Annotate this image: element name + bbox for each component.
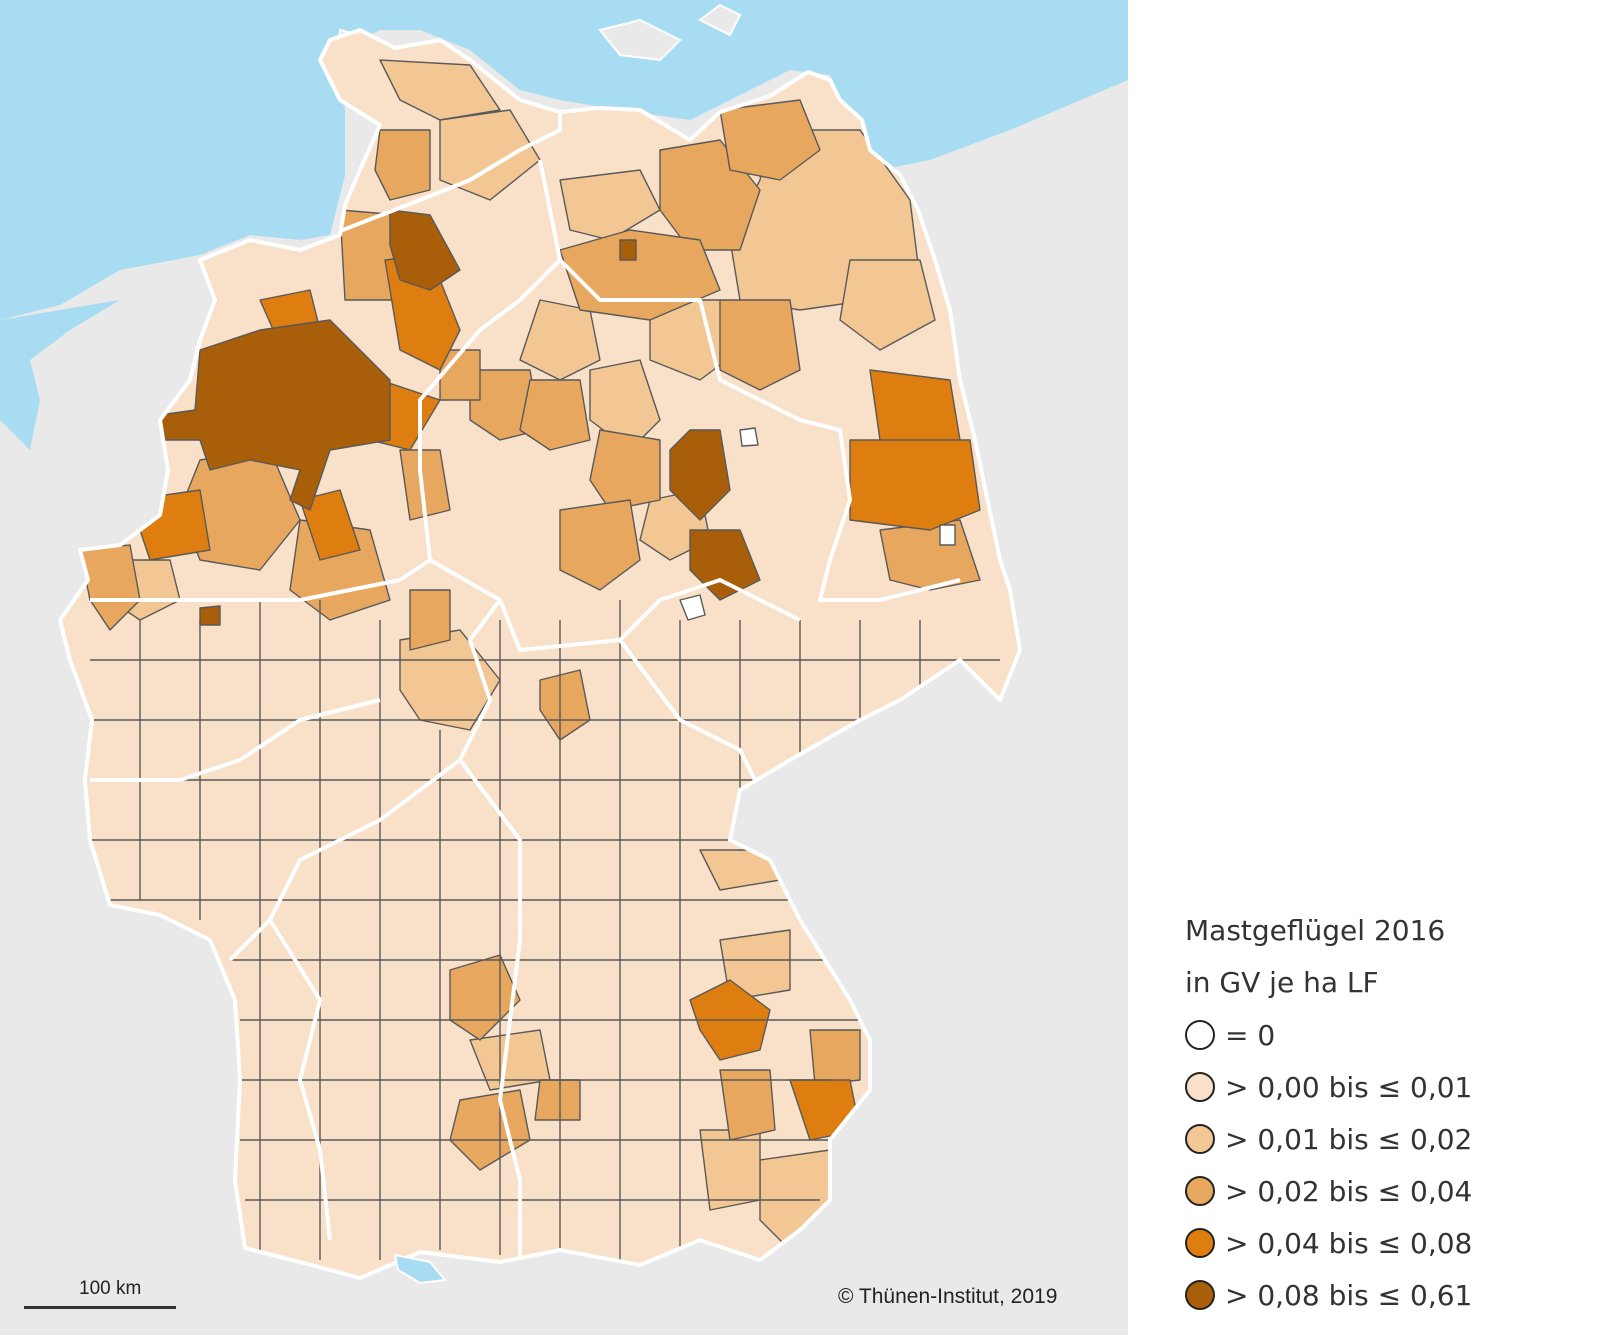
district[interactable] (839, 259, 936, 351)
legend-title: Mastgeflügel 2016 (1185, 914, 1446, 947)
choropleth-map[interactable] (0, 0, 1128, 1335)
district[interactable] (589, 429, 661, 511)
district[interactable] (519, 379, 591, 451)
legend-swatch (1185, 1124, 1215, 1154)
district[interactable] (299, 489, 361, 561)
legend-item: > 0,02 bis ≤ 0,04 (1185, 1165, 1585, 1217)
district[interactable] (679, 594, 706, 621)
district[interactable] (379, 59, 501, 121)
legend-item: > 0,04 bis ≤ 0,08 (1185, 1217, 1585, 1269)
map-panel[interactable]: 100 km © Thünen-Institut, 2019 (0, 0, 1128, 1335)
district[interactable] (719, 299, 801, 391)
legend-item: > 0,08 bis ≤ 0,61 (1185, 1269, 1585, 1321)
copyright-notice: © Thünen-Institut, 2019 (838, 1285, 1058, 1308)
district[interactable] (409, 589, 451, 651)
district[interactable] (719, 1069, 776, 1141)
district[interactable] (849, 439, 981, 531)
legend-item: > 0,00 bis ≤ 0,01 (1185, 1061, 1585, 1113)
scale-bar-label: 100 km (79, 1278, 142, 1299)
district[interactable] (669, 429, 731, 521)
scale-bar: 100 km (24, 1278, 176, 1318)
legend-subtitle: in GV je ha LF (1185, 966, 1379, 999)
district[interactable] (534, 1079, 581, 1121)
legend-item: = 0 (1185, 1009, 1585, 1061)
legend-swatch (1185, 1280, 1215, 1310)
district[interactable] (449, 1089, 531, 1171)
district[interactable] (939, 524, 956, 546)
lake-constance (393, 1253, 447, 1285)
district[interactable] (539, 669, 591, 741)
district[interactable] (439, 109, 541, 201)
district[interactable] (739, 427, 759, 447)
sea (0, 0, 1128, 450)
legend-swatch (1185, 1228, 1215, 1258)
legend-item-label: > 0,01 bis ≤ 0,02 (1225, 1122, 1473, 1156)
district[interactable] (809, 1029, 861, 1086)
district[interactable] (559, 499, 641, 591)
legend-item: > 0,01 bis ≤ 0,02 (1185, 1113, 1585, 1165)
district[interactable] (399, 449, 451, 521)
germany (60, 30, 1020, 1278)
scale-bar-line (24, 1306, 176, 1309)
district[interactable] (719, 929, 791, 1001)
district[interactable] (559, 169, 661, 241)
germany-outline (58, 28, 1022, 1280)
legend-item-label: = 0 (1225, 1018, 1276, 1052)
district[interactable] (589, 359, 661, 451)
legend-swatch (1185, 1072, 1215, 1102)
district[interactable] (374, 129, 431, 201)
legend-item-label: > 0,00 bis ≤ 0,01 (1225, 1070, 1473, 1104)
district[interactable] (699, 1129, 761, 1211)
district[interactable] (619, 239, 637, 261)
district[interactable] (389, 209, 461, 291)
legend-swatch (1185, 1176, 1215, 1206)
district[interactable] (199, 605, 221, 626)
legend-item-label: > 0,08 bis ≤ 0,61 (1225, 1278, 1473, 1312)
district-grid (80, 600, 1000, 1260)
legend: Mastgeflügel 2016 in GV je ha LF = 0 > 0… (1185, 905, 1585, 1321)
legend-item-label: > 0,04 bis ≤ 0,08 (1225, 1226, 1473, 1260)
districts (79, 59, 1000, 1260)
legend-swatch (1185, 1020, 1215, 1050)
district[interactable] (719, 99, 821, 181)
legend-item-label: > 0,02 bis ≤ 0,04 (1225, 1174, 1473, 1208)
state-borders (90, 112, 961, 1260)
